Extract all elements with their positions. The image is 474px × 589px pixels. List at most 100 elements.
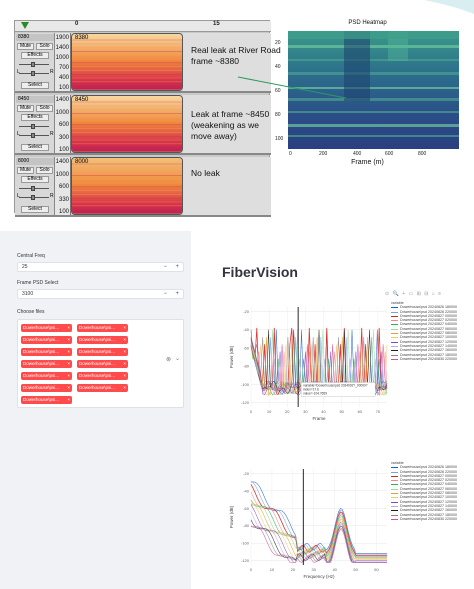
mute-button[interactable]: Mute: [17, 167, 34, 174]
legend-item[interactable]: Dowerhouse\psd 20240827 100000: [391, 335, 457, 339]
file-chip[interactable]: Dowerhouse\psi... ×: [21, 384, 72, 392]
track-name[interactable]: 8380: [16, 34, 54, 41]
chip-close-icon[interactable]: ×: [67, 385, 70, 390]
series-line[interactable]: [250, 481, 387, 554]
legend-item[interactable]: Dowerhouse\psd 20240827 000000: [391, 314, 457, 318]
chip-close-icon[interactable]: ×: [67, 397, 70, 402]
file-multiselect[interactable]: Dowerhouse\psi... × Dowerhouse\psi... × Dowe…: [17, 319, 184, 408]
series-line[interactable]: [250, 336, 388, 396]
spectrogram-clip[interactable]: 8380: [71, 33, 183, 91]
timeline-ruler[interactable]: 0 15: [15, 21, 271, 32]
solo-button[interactable]: Solo: [36, 167, 53, 174]
file-chip[interactable]: Dowerhouse\psi... ×: [21, 348, 72, 356]
file-chip[interactable]: Dowerhouse\psi... ×: [77, 372, 128, 380]
legend-item[interactable]: Dowerhouse\psd 20240827 180000: [391, 353, 457, 357]
file-chip[interactable]: Dowerhouse\psi... ×: [21, 396, 72, 404]
file-chip[interactable]: Dowerhouse\psi... ×: [21, 372, 72, 380]
clear-all-icon[interactable]: ⊗: [166, 357, 172, 363]
legend-item[interactable]: Dowerhouse\psd 20240827 120000: [391, 500, 457, 504]
chart-legend[interactable]: variable Dowerhouse\psd 20240826 180000 Do…: [391, 301, 457, 361]
chip-close-icon[interactable]: ×: [67, 349, 70, 354]
chip-close-icon[interactable]: ×: [123, 349, 126, 354]
track-name[interactable]: 8450: [16, 96, 54, 103]
chip-close-icon[interactable]: ×: [123, 385, 126, 390]
series-line[interactable]: [250, 502, 387, 563]
decrement-button[interactable]: −: [163, 291, 167, 297]
frame-power-chart[interactable]: -20 -40 -60 -80 -100 -120 0 10 20 30 40 50 60 70 Frame…: [227, 299, 467, 431]
legend-item[interactable]: Dowerhouse\psd 20240827 120000: [391, 340, 457, 344]
series-line[interactable]: [250, 484, 387, 556]
select-button[interactable]: Select: [21, 206, 49, 213]
gain-knob[interactable]: [31, 186, 35, 191]
chip-close-icon[interactable]: ×: [123, 373, 126, 378]
chip-close-icon[interactable]: ×: [123, 361, 126, 366]
frequency-power-chart[interactable]: -20 -40 -60 -80 -100 -120 0 10 20 30 40 50 60 Frequen…: [227, 461, 467, 589]
mute-button[interactable]: Mute: [17, 105, 34, 112]
chip-close-icon[interactable]: ×: [67, 325, 70, 330]
legend-item[interactable]: Dowerhouse\psd 20240826 180000: [391, 465, 457, 469]
legend-item[interactable]: Dowerhouse\psd 20240830 220000: [391, 517, 457, 521]
pan-knob[interactable]: [31, 195, 35, 200]
legend-item[interactable]: Dowerhouse\psd 20240826 220000: [391, 310, 457, 314]
chevron-down-icon[interactable]: ⌄: [175, 356, 181, 362]
pan-knob[interactable]: [31, 71, 35, 76]
gain-knob[interactable]: [31, 62, 35, 67]
legend-item[interactable]: Dowerhouse\psd 20240827 080000: [391, 491, 457, 495]
effects-button[interactable]: Effects: [21, 52, 49, 59]
series-line[interactable]: [250, 480, 387, 555]
chip-close-icon[interactable]: ×: [67, 373, 70, 378]
file-chip[interactable]: Dowerhouse\psi... ×: [77, 384, 128, 392]
file-chip[interactable]: Dowerhouse\psi... ×: [77, 348, 128, 356]
increment-button[interactable]: +: [175, 264, 179, 270]
chip-close-icon[interactable]: ×: [123, 337, 126, 342]
spectrogram-clip[interactable]: 8000: [71, 157, 183, 215]
mute-button[interactable]: Mute: [17, 43, 34, 50]
legend-item[interactable]: Dowerhouse\psd 20240827 080000: [391, 331, 457, 335]
legend-item[interactable]: Dowerhouse\psd 20240827 000000: [391, 474, 457, 478]
frame-psd-input[interactable]: 3100 − +: [17, 289, 184, 299]
legend-item[interactable]: Dowerhouse\psd 20240827 140000: [391, 504, 457, 508]
chip-close-icon[interactable]: ×: [67, 361, 70, 366]
chip-close-icon[interactable]: ×: [123, 325, 126, 330]
legend-item[interactable]: Dowerhouse\psd 20240827 060000: [391, 487, 457, 491]
legend-item[interactable]: Dowerhouse\psd 20240827 160000: [391, 348, 457, 352]
legend-item[interactable]: Dowerhouse\psd 20240826 220000: [391, 470, 457, 474]
file-chip[interactable]: Dowerhouse\psi... ×: [21, 324, 72, 332]
decrement-button[interactable]: −: [163, 264, 167, 270]
plot-toolbar[interactable]: ⊙ 🔍 + ▭ ⊞ ⊟ ⌂ ≡: [385, 291, 443, 297]
spectrogram-clip[interactable]: 8450: [71, 95, 183, 153]
legend-item[interactable]: Dowerhouse\psd 20240827 040000: [391, 482, 457, 486]
central-freq-input[interactable]: 25 − +: [17, 262, 184, 272]
chip-close-icon[interactable]: ×: [67, 337, 70, 342]
effects-button[interactable]: Effects: [21, 176, 49, 183]
legend-item[interactable]: Dowerhouse\psd 20240827 140000: [391, 344, 457, 348]
legend-item[interactable]: Dowerhouse\psd 20240827 020000: [391, 478, 457, 482]
series-line[interactable]: [250, 526, 387, 563]
legend-item[interactable]: Dowerhouse\psd 20240827 060000: [391, 327, 457, 331]
gain-knob[interactable]: [31, 124, 35, 129]
select-button[interactable]: Select: [21, 144, 49, 151]
effects-button[interactable]: Effects: [21, 114, 49, 121]
select-button[interactable]: Select: [21, 82, 49, 89]
legend-item[interactable]: Dowerhouse\psd 20240827 040000: [391, 322, 457, 326]
pan-knob[interactable]: [31, 133, 35, 138]
legend-item[interactable]: Dowerhouse\psd 20240827 100000: [391, 495, 457, 499]
file-chip[interactable]: Dowerhouse\psi... ×: [77, 336, 128, 344]
series-line[interactable]: [250, 504, 387, 559]
file-chip[interactable]: Dowerhouse\psi... ×: [77, 360, 128, 368]
increment-button[interactable]: +: [175, 291, 179, 297]
series-line[interactable]: [250, 504, 387, 563]
file-chip[interactable]: Dowerhouse\psi... ×: [21, 360, 72, 368]
legend-item[interactable]: Dowerhouse\psd 20240826 180000: [391, 305, 457, 309]
legend-item[interactable]: Dowerhouse\psd 20240827 160000: [391, 508, 457, 512]
solo-button[interactable]: Solo: [36, 105, 53, 112]
series-line[interactable]: [250, 511, 387, 563]
legend-item[interactable]: Dowerhouse\psd 20240830 220000: [391, 357, 457, 361]
legend-item[interactable]: Dowerhouse\psd 20240827 180000: [391, 513, 457, 517]
solo-button[interactable]: Solo: [36, 43, 53, 50]
track-name[interactable]: 8000: [16, 158, 54, 165]
file-chip[interactable]: Dowerhouse\psi... ×: [21, 336, 72, 344]
chart-legend[interactable]: variable Dowerhouse\psd 20240826 180000 Do…: [391, 461, 457, 521]
play-head-icon[interactable]: [21, 22, 29, 29]
file-chip[interactable]: Dowerhouse\psi... ×: [77, 324, 128, 332]
